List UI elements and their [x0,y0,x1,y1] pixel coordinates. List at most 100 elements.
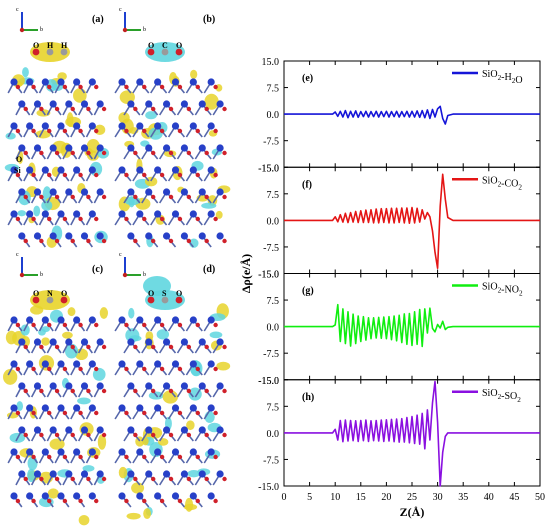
silicon-atom [127,188,135,196]
oxygen-atom [54,106,60,112]
oxygen-atom [159,128,165,134]
oxygen-atom [142,410,147,416]
oxygen-atom [23,106,28,112]
adsorbate-atom-label: O [33,289,39,298]
silicon-atom [41,210,49,218]
panel-label: (b) [203,14,215,25]
oxygen-atom [177,498,183,504]
adsorbate-atom-label: O [176,41,182,50]
silicon-atom [118,492,126,500]
adsorbate-atom-label: S [162,289,167,298]
oxygen-atom [86,106,91,112]
oxygen-atom [204,106,209,112]
x-tick-label: 20 [381,492,391,503]
silicon-atom [136,122,144,130]
charge-lobe [17,210,27,217]
oxygen-atom [222,150,227,156]
charge-lobe [157,438,169,446]
oxygen-atom [222,476,227,482]
legend-label: SiO2-NO2 [482,282,523,298]
oxygen-atom [94,366,99,372]
silicon-atom [198,100,206,108]
oxygen-atom [204,388,209,394]
oxygen-atom [168,194,174,200]
silicon-atom [189,360,197,368]
legend-label: SiO2-H2O [482,69,523,86]
oxygen-atom [70,194,75,200]
silicon-atom [49,382,57,390]
silicon-atom [162,338,171,346]
x-tick-label: 0 [282,492,287,503]
charge-lobe [66,112,74,128]
oxygen-atom [159,410,165,416]
silicon-atom [10,360,18,368]
silicon-atom [57,404,65,412]
oxygen-atom [142,322,147,328]
silicon-atom [65,382,73,390]
charge-lobe [22,67,29,78]
silicon-atom [49,338,57,346]
silicon-atom [96,188,104,196]
axis-c-label: c [119,252,122,258]
silicon-atom [33,426,42,434]
silicon-atom [207,360,215,368]
oxygen-atom [70,388,75,394]
oxygen-atom [213,454,218,460]
oxygen-atom [151,150,156,156]
y-tick-label: -15.0 [258,270,279,281]
silicon-atom [189,166,197,174]
y-tick-label: 7.5 [267,402,280,413]
axis-triad-2: cb [16,252,43,278]
silicon-atom [189,492,197,500]
panel-label: (g) [302,286,314,297]
silicon-atom [171,78,180,86]
oxygen-atom [62,454,68,460]
oxygen-atom [39,476,44,482]
charge-lobe [145,111,157,120]
adsorbate-atom [32,48,40,56]
oxygen-atom [78,366,83,372]
legend-label: SiO2-SO2 [482,388,521,404]
silicon-atom [88,492,96,500]
oxygen-atom [31,410,36,416]
oxygen-atom [54,344,60,350]
silicon-atom [162,188,171,196]
oxygen-atom [213,410,218,416]
axis-triad-1: cb [119,7,146,33]
oxygen-atom [151,106,156,112]
oxygen-atom [23,150,28,156]
oxygen-atom [142,498,147,504]
oxygen-atom [47,454,52,460]
panel-label: (d) [203,264,215,275]
silicon-atom [207,448,215,456]
adsorbate-atom-label: N [47,289,53,298]
oxygen-atom [195,366,200,372]
silicon-atom [33,382,42,390]
silicon-atom [118,360,126,368]
silicon-atom [198,382,206,390]
oxygen-atom [133,106,138,112]
oxygen-atom [31,216,36,222]
panel-label: (h) [302,392,314,403]
oxygen-atom [31,84,36,90]
silicon-atom [171,448,180,456]
oxygen-atom [101,432,107,438]
silicon-atom [57,316,65,324]
silicon-atom [10,210,18,218]
oxygen-atom [133,238,138,244]
y-tick-label: 0.0 [267,110,280,121]
adsorbate-atom-label: O [61,289,67,298]
oxygen-atom [62,172,68,178]
silicon-atom [96,470,104,478]
silicon-atom [88,166,96,174]
silicon-atom [73,360,81,368]
oxygen-atom [78,498,83,504]
silicon-atom [118,122,126,130]
silicon-atom [189,78,197,86]
silicon-atom [57,492,65,500]
oxygen-atom [186,388,192,394]
silicon-atom [198,188,206,196]
oxygen-atom [47,216,52,222]
silicon-atom [189,448,197,456]
